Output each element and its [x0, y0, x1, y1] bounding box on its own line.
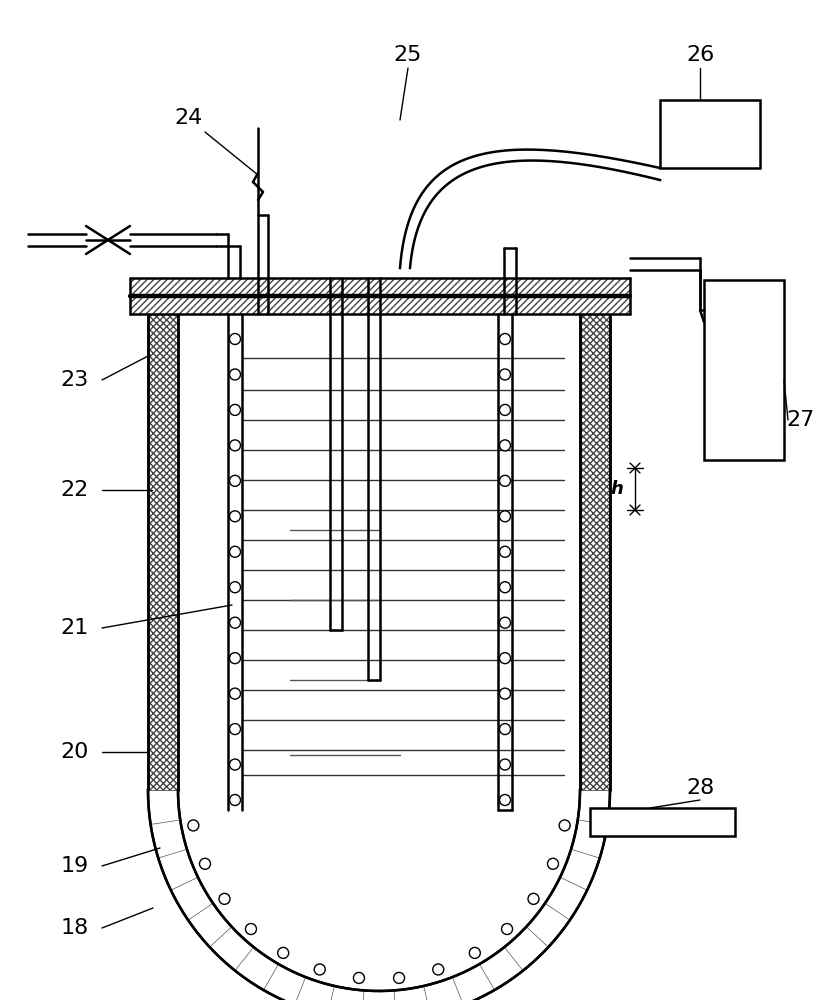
Circle shape	[245, 924, 256, 935]
Circle shape	[500, 475, 511, 486]
Circle shape	[500, 440, 511, 451]
Text: 18: 18	[60, 918, 89, 938]
Circle shape	[548, 858, 559, 869]
Text: h: h	[611, 480, 623, 498]
Circle shape	[500, 369, 511, 380]
Bar	[130, 278, 630, 314]
Circle shape	[229, 511, 240, 522]
Text: 25: 25	[394, 45, 423, 65]
Circle shape	[229, 404, 240, 415]
Bar	[704, 280, 784, 460]
Circle shape	[500, 511, 511, 522]
Text: 20: 20	[60, 742, 89, 762]
Circle shape	[229, 759, 240, 770]
Circle shape	[188, 820, 199, 831]
Circle shape	[500, 404, 511, 415]
Circle shape	[229, 617, 240, 628]
Circle shape	[394, 972, 405, 983]
Text: 22: 22	[60, 480, 89, 500]
Circle shape	[500, 724, 511, 735]
Text: 26: 26	[686, 45, 714, 65]
Text: 27: 27	[786, 410, 814, 430]
Bar	[660, 100, 760, 168]
Circle shape	[500, 334, 511, 344]
Text: 23: 23	[60, 370, 89, 390]
Circle shape	[500, 546, 511, 557]
Bar	[590, 808, 735, 836]
Circle shape	[278, 947, 289, 958]
Text: 21: 21	[60, 618, 89, 638]
Text: 28: 28	[686, 778, 714, 798]
Circle shape	[354, 972, 365, 983]
Circle shape	[229, 440, 240, 451]
Circle shape	[229, 369, 240, 380]
Circle shape	[314, 964, 325, 975]
Circle shape	[500, 794, 511, 806]
Circle shape	[501, 924, 512, 935]
Circle shape	[470, 947, 480, 958]
Circle shape	[500, 688, 511, 699]
Circle shape	[229, 334, 240, 344]
Circle shape	[229, 688, 240, 699]
Circle shape	[500, 582, 511, 593]
Circle shape	[500, 617, 511, 628]
Text: 24: 24	[174, 108, 202, 128]
Bar	[580, 308, 610, 790]
Text: 19: 19	[60, 856, 89, 876]
Circle shape	[229, 546, 240, 557]
Circle shape	[229, 794, 240, 806]
Circle shape	[229, 653, 240, 664]
Circle shape	[500, 759, 511, 770]
Circle shape	[528, 893, 539, 904]
Circle shape	[433, 964, 444, 975]
Circle shape	[229, 724, 240, 735]
Circle shape	[229, 582, 240, 593]
Circle shape	[219, 893, 230, 904]
Circle shape	[200, 858, 211, 869]
Circle shape	[559, 820, 570, 831]
Circle shape	[500, 653, 511, 664]
Circle shape	[229, 475, 240, 486]
Bar	[148, 308, 178, 790]
